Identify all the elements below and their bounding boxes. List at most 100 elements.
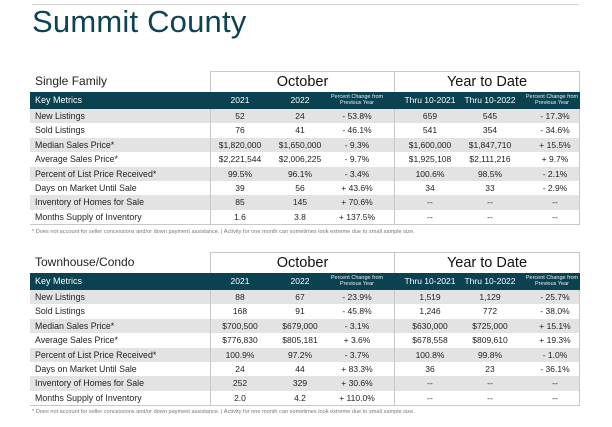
metric-label: Percent of List Price Received* [35, 168, 157, 179]
metric-value: 23 [485, 363, 495, 374]
metric-label: Months Supply of Inventory [35, 392, 142, 403]
metric-label: Average Sales Price* [35, 335, 118, 346]
table-row: Days on Market Until Sale 39 56 + 43.6% 34 33… [30, 181, 580, 195]
metric-value: 772 [482, 306, 498, 317]
metric-value: - 53.8% [342, 111, 372, 121]
metric-value: 98.5% [477, 168, 503, 179]
divider [579, 290, 580, 405]
divider [30, 224, 580, 225]
metric-value: $700,500 [222, 320, 258, 331]
metric-value: 44 [295, 363, 305, 374]
header-row: Key Metrics 2021 2022 Percent Change fro… [30, 92, 580, 109]
metric-value: - 3.4% [344, 168, 370, 179]
metric-value: + 110.0% [339, 392, 375, 403]
col-ytd-pct-change: Percent Change from Previous Year [525, 275, 579, 287]
col-2022: 2022 [290, 95, 310, 105]
col-key-metrics: Key Metrics [35, 95, 83, 105]
metric-value: 56 [295, 182, 305, 193]
metric-value: 88 [235, 292, 245, 302]
metric-value: - 34.6% [540, 125, 570, 136]
col-ytd-2022: Thru 10-2022 [464, 95, 516, 105]
metric-value: -- [487, 197, 493, 208]
metric-label: Months Supply of Inventory [35, 211, 142, 222]
metric-value: 76 [235, 125, 245, 136]
metric-value: + 9.7% [541, 154, 569, 165]
metric-label: Median Sales Price* [35, 320, 115, 331]
metric-value: $1,650,000 [278, 139, 322, 150]
metric-value: - 38.0% [540, 306, 570, 317]
metric-value: $2,221,544 [218, 154, 262, 165]
col-key-metrics: Key Metrics [35, 276, 83, 286]
metric-value: 252 [232, 378, 248, 389]
metric-value: 33 [485, 182, 495, 193]
metric-value: 541 [422, 125, 438, 136]
metric-label: New Listings [35, 111, 85, 121]
table-row: Months Supply of Inventory 1.6 3.8 + 137.5%… [30, 210, 580, 224]
period-month: October [210, 252, 395, 273]
metric-label: Sold Listings [35, 306, 85, 317]
col-2022: 2022 [290, 276, 310, 286]
metric-value: 3.8 [294, 211, 306, 222]
section-label: Townhouse/Condo [35, 255, 135, 269]
metric-value: 99.5% [227, 168, 253, 179]
metric-value: 545 [482, 111, 498, 121]
metric-value: $809,610 [472, 335, 508, 346]
metric-value: - 2.1% [542, 168, 568, 179]
footnote: * Does not account for seller concession… [32, 229, 415, 235]
metric-value: 97.2% [287, 349, 313, 360]
table-row: Days on Market Until Sale 24 44 + 83.3% 36 23… [30, 362, 580, 376]
header-row: Key Metrics 2021 2022 Percent Change fro… [30, 273, 580, 290]
metric-value: 91 [295, 306, 305, 317]
metric-value: + 19.3% [539, 335, 571, 346]
col-2021: 2021 [230, 95, 250, 105]
table-row: Percent of List Price Received* 100.9% 97.… [30, 347, 580, 362]
metric-value: 85 [235, 197, 245, 208]
metric-value: 1,519 [419, 292, 441, 302]
metric-value: + 15.1% [539, 320, 571, 331]
page-title: Summit County [32, 4, 247, 39]
col-ytd-2021: Thru 10-2021 [404, 276, 456, 286]
metric-value: 168 [232, 306, 248, 317]
metric-value: $776,830 [222, 335, 258, 346]
metric-label: Average Sales Price* [35, 154, 118, 165]
metric-value: + 3.6% [343, 335, 371, 346]
metric-value: 329 [292, 378, 308, 389]
metric-value: 1,129 [479, 292, 501, 302]
metric-value: 39 [235, 182, 245, 193]
metric-value: + 43.6% [341, 182, 373, 193]
metric-value: $678,558 [412, 335, 448, 346]
col-ytd-2022: Thru 10-2022 [464, 276, 516, 286]
metric-label: Days on Market Until Sale [35, 182, 137, 193]
metric-label: Days on Market Until Sale [35, 363, 137, 374]
metric-value: - 3.7% [344, 349, 370, 360]
metric-value: $630,000 [412, 320, 448, 331]
metric-value: 96.1% [287, 168, 313, 179]
metric-value: 100.8% [415, 349, 445, 360]
col-pct-change: Percent Change from Previous Year [330, 275, 384, 287]
table-row: Median Sales Price* $700,500 $679,000 - 3.1… [30, 318, 580, 334]
col-2021: 2021 [230, 276, 250, 286]
metric-value: 34 [425, 182, 435, 193]
metric-label: Inventory of Homes for Sale [35, 378, 145, 389]
metric-value: 4.2 [294, 392, 306, 403]
divider [210, 290, 211, 405]
metric-value: -- [487, 378, 493, 389]
metrics-table-townhouse-condo: Townhouse/Condo October Year to Date Key… [30, 252, 580, 406]
metric-value: -- [487, 392, 493, 403]
metric-value: $679,000 [282, 320, 318, 331]
table-row: New Listings 52 24 - 53.8% 659 545 - 17.3% [30, 109, 580, 124]
metric-value: - 23.9% [342, 292, 372, 302]
section-label: Single Family [35, 74, 108, 88]
metric-value: 354 [482, 125, 498, 136]
divider [394, 109, 395, 224]
period-month: October [210, 71, 395, 92]
metric-value: 145 [292, 197, 308, 208]
metric-value: 100.6% [415, 168, 445, 179]
metric-value: 1.6 [234, 211, 246, 222]
metric-value: $805,181 [282, 335, 318, 346]
metric-value: 52 [235, 111, 245, 121]
metric-value: + 70.6% [341, 197, 373, 208]
divider [394, 290, 395, 405]
metric-value: - 9.7% [344, 154, 370, 165]
table-row: Months Supply of Inventory 2.0 4.2 + 110.0%… [30, 391, 580, 405]
